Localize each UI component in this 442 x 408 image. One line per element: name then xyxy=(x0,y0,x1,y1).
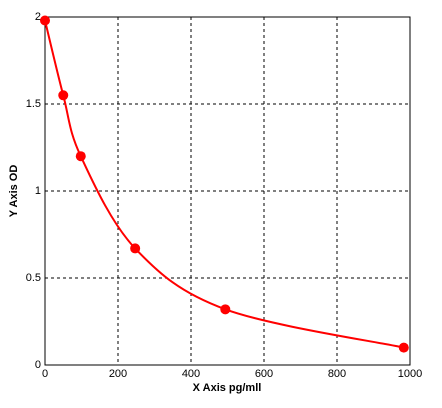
y-axis-label: Y Axis OD xyxy=(8,165,20,218)
data-point xyxy=(58,90,69,101)
y-tick-label: 1.5 xyxy=(26,98,41,110)
y-tick-label: 0 xyxy=(35,359,41,371)
x-tick-label: 400 xyxy=(182,368,200,380)
x-tick-label: 200 xyxy=(109,368,127,380)
data-point xyxy=(220,304,231,315)
y-tick-label: 1 xyxy=(35,185,41,197)
x-tick-label: 800 xyxy=(328,368,346,380)
data-point xyxy=(40,15,50,26)
x-tick-label: 0 xyxy=(42,368,48,380)
x-tick-label: 1000 xyxy=(398,368,422,380)
y-tick-label: 2 xyxy=(35,11,41,23)
y-tick-label: 0.5 xyxy=(26,272,41,284)
x-tick-label: 600 xyxy=(255,368,273,380)
x-axis-label: X Axis pg/mll xyxy=(193,382,262,394)
data-point xyxy=(398,342,409,353)
data-point xyxy=(130,243,141,254)
data-point xyxy=(75,151,86,162)
